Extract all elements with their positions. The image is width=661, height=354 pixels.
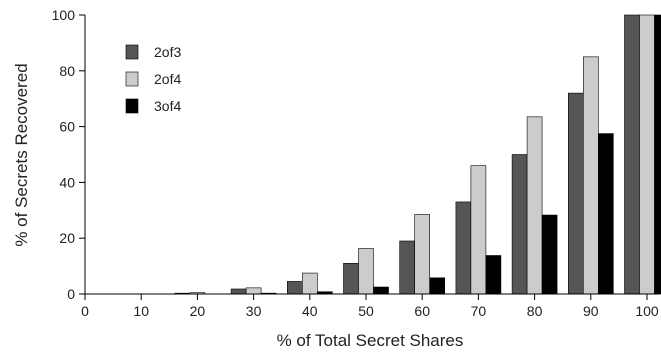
x-tick-label: 10: [133, 303, 149, 319]
bar-2of4-30: [245, 287, 262, 295]
legend-label-2of3: 2of3: [154, 44, 181, 60]
ticks-layer: 0 20 40 60 80 100 0 10 20 30 40 50 60 70 80 90 100: [52, 7, 659, 319]
x-tick-label: 70: [471, 303, 487, 319]
bars-layer: [174, 14, 661, 295]
x-tick-label: 50: [358, 303, 374, 319]
x-tick-label: 0: [81, 303, 89, 319]
x-tick-label: 20: [190, 303, 206, 319]
y-tick-label: 20: [59, 230, 75, 246]
x-tick-label: 40: [302, 303, 318, 319]
bar-3of4-90: [597, 133, 614, 295]
y-tick-label: 0: [67, 286, 75, 302]
bar-2of4-100: [639, 14, 655, 295]
legend-swatch-2of4: [125, 71, 139, 87]
bar-3of4-70: [485, 255, 502, 295]
bar-2of4-80: [526, 116, 543, 295]
legend-swatch-3of4: [125, 98, 139, 114]
y-tick-label: 40: [59, 174, 75, 190]
bar-2of3-90: [567, 92, 584, 295]
y-tick-label: 100: [52, 7, 76, 23]
x-tick-label: 90: [583, 303, 599, 319]
bar-2of3-80: [511, 154, 528, 295]
x-axis-title: % of Total Secret Shares: [277, 331, 464, 350]
y-tick-label: 80: [59, 63, 75, 79]
legend: 2of3 2of4 3of4: [125, 44, 181, 114]
x-tick-label: 100: [635, 303, 659, 319]
bar-2of4-60: [414, 214, 431, 295]
bar-3of4-50: [373, 286, 389, 295]
bar-3of4-100: [654, 14, 661, 295]
legend-swatch-2of3: [125, 44, 139, 60]
bar-2of3-30: [230, 288, 247, 295]
bar-2of3-60: [399, 240, 416, 295]
bar-2of4-90: [582, 56, 599, 295]
bar-2of3-100: [624, 14, 640, 295]
bar-2of4-40: [301, 272, 318, 295]
axes-layer: [84, 15, 660, 295]
bar-2of3-50: [343, 263, 359, 295]
x-tick-label: 60: [414, 303, 430, 319]
legend-label-2of4: 2of4: [154, 71, 181, 87]
x-tick-label: 30: [246, 303, 262, 319]
bar-2of3-70: [455, 201, 472, 295]
y-tick-label: 60: [59, 119, 75, 135]
legend-label-3of4: 3of4: [154, 98, 181, 114]
bar-3of4-80: [541, 214, 558, 295]
bar-2of4-70: [470, 165, 487, 295]
bar-2of4-50: [358, 248, 374, 295]
bar-3of4-60: [429, 277, 446, 295]
x-tick-label: 80: [527, 303, 543, 319]
bar-2of3-40: [286, 281, 303, 295]
y-axis-title: % of Secrets Recovered: [12, 63, 31, 246]
